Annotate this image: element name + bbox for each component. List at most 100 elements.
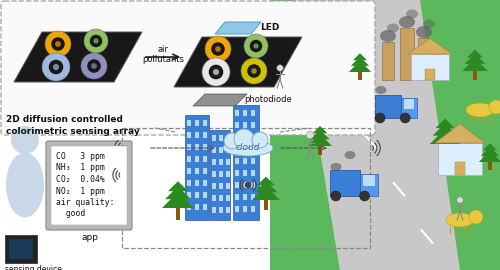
- Bar: [235, 158, 239, 164]
- Ellipse shape: [223, 140, 273, 156]
- Bar: [360, 174, 378, 196]
- Polygon shape: [436, 119, 454, 128]
- Bar: [226, 207, 230, 213]
- Circle shape: [90, 35, 102, 47]
- Circle shape: [241, 58, 267, 84]
- Bar: [219, 147, 223, 153]
- Polygon shape: [252, 186, 280, 200]
- Circle shape: [202, 58, 230, 86]
- Bar: [195, 168, 199, 174]
- Bar: [251, 146, 255, 152]
- Text: pollutants: pollutants: [142, 55, 184, 63]
- Text: 2D diffusion controlled
colorimetric sensing array: 2D diffusion controlled colorimetric sen…: [6, 115, 140, 136]
- Circle shape: [208, 65, 224, 79]
- Bar: [219, 135, 223, 141]
- Bar: [400, 28, 414, 80]
- Circle shape: [277, 65, 283, 71]
- Bar: [195, 204, 199, 210]
- Bar: [226, 183, 230, 189]
- Circle shape: [81, 53, 107, 79]
- Bar: [5, 235, 37, 263]
- Circle shape: [331, 191, 341, 201]
- Ellipse shape: [6, 153, 44, 218]
- Bar: [235, 206, 239, 212]
- Bar: [219, 207, 223, 213]
- Text: good: good: [56, 210, 85, 218]
- Bar: [251, 182, 255, 188]
- Bar: [212, 159, 216, 165]
- Bar: [243, 182, 247, 188]
- Bar: [187, 192, 191, 198]
- Polygon shape: [312, 126, 328, 133]
- Bar: [195, 144, 199, 150]
- Bar: [176, 208, 180, 220]
- Bar: [195, 156, 199, 162]
- Bar: [251, 158, 255, 164]
- Circle shape: [11, 126, 39, 154]
- Ellipse shape: [416, 26, 432, 38]
- Bar: [212, 183, 216, 189]
- Polygon shape: [467, 50, 483, 58]
- Bar: [318, 146, 322, 155]
- Bar: [233, 105, 259, 220]
- Circle shape: [489, 100, 500, 114]
- Circle shape: [244, 34, 268, 58]
- Circle shape: [306, 131, 314, 139]
- Bar: [212, 195, 216, 201]
- Bar: [195, 192, 199, 198]
- Circle shape: [254, 43, 258, 49]
- Bar: [195, 180, 199, 186]
- Bar: [243, 194, 247, 200]
- Polygon shape: [254, 181, 278, 192]
- Ellipse shape: [423, 19, 435, 29]
- Circle shape: [45, 31, 71, 57]
- Polygon shape: [295, 0, 500, 270]
- Bar: [404, 99, 414, 110]
- Bar: [264, 200, 268, 210]
- Ellipse shape: [466, 103, 494, 117]
- Bar: [443, 144, 447, 155]
- Bar: [362, 175, 374, 186]
- Ellipse shape: [406, 9, 418, 19]
- Polygon shape: [174, 37, 302, 87]
- Bar: [9, 239, 33, 259]
- Bar: [375, 95, 401, 118]
- Ellipse shape: [330, 163, 342, 171]
- Bar: [251, 122, 255, 128]
- Bar: [212, 147, 216, 153]
- Bar: [203, 180, 207, 186]
- Polygon shape: [483, 143, 497, 150]
- Bar: [243, 146, 247, 152]
- Bar: [226, 171, 230, 177]
- Bar: [187, 204, 191, 210]
- Circle shape: [215, 46, 221, 52]
- Text: air quality:: air quality:: [56, 198, 114, 207]
- Polygon shape: [430, 129, 460, 144]
- Polygon shape: [193, 94, 247, 106]
- Bar: [203, 156, 207, 162]
- Ellipse shape: [380, 30, 396, 42]
- Bar: [243, 122, 247, 128]
- Circle shape: [400, 113, 410, 123]
- Circle shape: [51, 37, 65, 51]
- Bar: [187, 180, 191, 186]
- Bar: [203, 204, 207, 210]
- Text: NO₂  1 ppm: NO₂ 1 ppm: [56, 187, 105, 195]
- Text: app: app: [82, 233, 98, 242]
- Bar: [235, 170, 239, 176]
- Bar: [473, 71, 477, 80]
- Polygon shape: [349, 61, 371, 72]
- Bar: [203, 120, 207, 126]
- Bar: [187, 120, 191, 126]
- Polygon shape: [420, 0, 500, 270]
- Bar: [187, 168, 191, 174]
- Bar: [219, 159, 223, 165]
- Bar: [235, 146, 239, 152]
- Circle shape: [211, 42, 225, 56]
- Polygon shape: [165, 186, 191, 199]
- Circle shape: [205, 36, 231, 62]
- Bar: [358, 72, 362, 80]
- Circle shape: [94, 38, 98, 44]
- Ellipse shape: [344, 151, 356, 159]
- Text: photodiode: photodiode: [244, 96, 292, 104]
